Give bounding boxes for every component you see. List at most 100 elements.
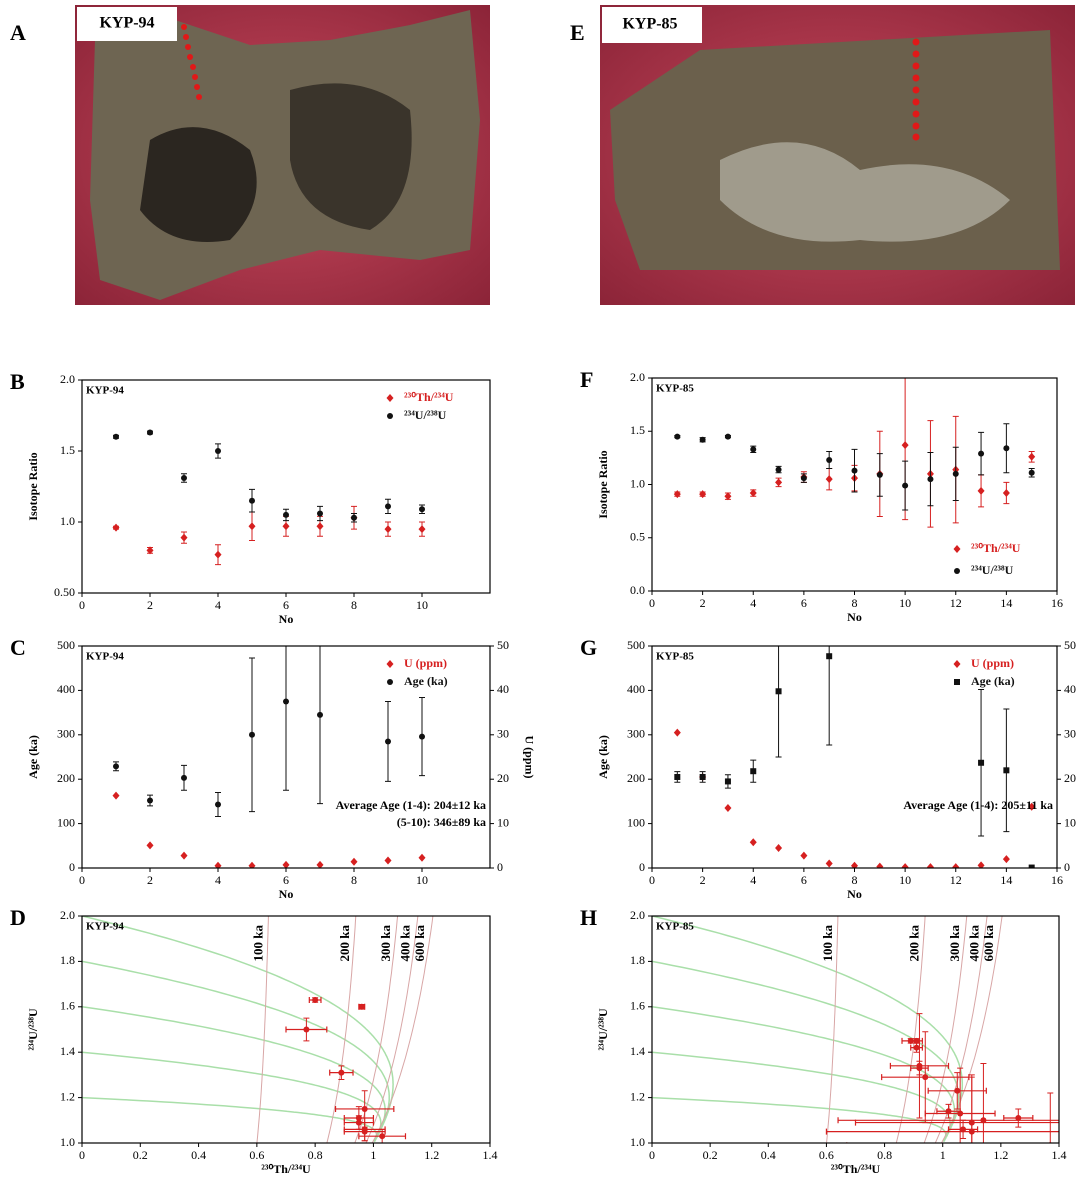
- x-tick-label: 8: [351, 873, 357, 887]
- data-point: [249, 522, 256, 530]
- legend-marker: [954, 545, 961, 553]
- data-point: [419, 734, 425, 740]
- data-point: [674, 434, 680, 440]
- x-tick-label: 10: [416, 873, 428, 887]
- y2-tick-label: 30: [497, 727, 509, 741]
- y-tick-label: 1.0: [60, 514, 75, 528]
- x-tick-label: 2: [147, 598, 153, 612]
- photo-e: [600, 5, 1075, 305]
- data-point: [957, 1110, 963, 1116]
- y-tick-label: 0: [639, 860, 645, 874]
- x-tick-label: 8: [852, 873, 858, 887]
- data-point: [1003, 445, 1009, 451]
- panel-letter: H: [580, 905, 597, 930]
- data-point: [113, 792, 120, 800]
- x-tick-label: 0: [649, 1148, 655, 1162]
- data-point: [385, 856, 392, 864]
- data-point: [724, 804, 731, 812]
- data-point: [877, 472, 883, 478]
- data-point: [902, 441, 909, 449]
- data-point: [674, 729, 681, 737]
- y-axis-label: ²³⁴U/²³⁸U: [596, 1008, 610, 1051]
- y-axis-label: Age (ka): [26, 735, 40, 779]
- isochron-label: 300 ka: [947, 925, 962, 962]
- data-point: [1003, 767, 1009, 773]
- photo-a: [75, 5, 490, 305]
- data-point: [379, 1133, 385, 1139]
- data-point: [351, 858, 358, 866]
- data-point: [147, 841, 154, 849]
- y-tick-label: 200: [57, 771, 75, 785]
- legend-marker: [387, 394, 394, 402]
- data-point: [147, 430, 153, 436]
- data-point: [978, 487, 985, 495]
- plot-area: [113, 613, 426, 870]
- y-tick-label: 300: [57, 727, 75, 741]
- x-tick-label: 12: [950, 873, 962, 887]
- data-point: [181, 534, 188, 542]
- x-tick-label: 2: [700, 596, 706, 610]
- data-point: [215, 551, 222, 559]
- y-tick-label: 400: [57, 682, 75, 696]
- x-tick-label: 1.4: [483, 1148, 498, 1162]
- x-tick-label: 10: [899, 873, 911, 887]
- data-point: [876, 863, 883, 871]
- legend-label: Age (ka): [404, 674, 448, 688]
- x-tick-label: 1: [940, 1148, 946, 1162]
- data-point: [215, 802, 221, 808]
- y-tick-label: 1.2: [60, 1089, 75, 1103]
- data-point: [914, 1045, 920, 1051]
- data-point: [359, 1004, 365, 1010]
- y-tick-label: 1.2: [630, 1089, 645, 1103]
- data-point: [927, 476, 933, 482]
- isochron-label: 600 ka: [981, 925, 996, 962]
- y-tick-label: 2.0: [60, 908, 75, 922]
- x-axis-label: No: [279, 887, 294, 901]
- y-tick-label: 1.0: [60, 1135, 75, 1149]
- x-axis-label: No: [847, 887, 862, 901]
- data-point: [1003, 489, 1010, 497]
- y-tick-label: 2.0: [630, 370, 645, 384]
- y-tick-label: 0.50: [54, 585, 75, 599]
- data-point: [908, 1038, 914, 1044]
- data-point: [338, 1070, 344, 1076]
- data-point: [1028, 453, 1035, 461]
- y-tick-label: 0: [69, 860, 75, 874]
- y-axis-label: Isotope Ratio: [26, 452, 40, 520]
- data-point: [181, 475, 187, 481]
- growth-curve: [82, 1052, 381, 1140]
- legend-label: ²³⁴U/²³⁸U: [971, 563, 1014, 577]
- chart-label: KYP-94: [86, 385, 124, 397]
- data-point: [776, 688, 782, 694]
- y-tick-label: 200: [627, 771, 645, 785]
- isochron-label: 400 ka: [967, 925, 982, 962]
- data-point: [147, 798, 153, 804]
- y2-tick-label: 20: [1064, 771, 1076, 785]
- data-point: [181, 775, 187, 781]
- legend-marker: [387, 413, 393, 419]
- x-tick-label: 16: [1051, 873, 1063, 887]
- chart-label: KYP-85: [656, 651, 694, 663]
- data-point: [969, 1129, 975, 1135]
- isochron-label: 300 ka: [378, 925, 393, 962]
- y-tick-label: 1.4: [630, 1044, 645, 1058]
- data-point: [927, 863, 934, 871]
- y2-tick-label: 0: [497, 860, 503, 874]
- x-tick-label: 14: [1000, 873, 1012, 887]
- y2-tick-label: 30: [1064, 727, 1076, 741]
- data-point: [283, 512, 289, 518]
- plot-area: [113, 430, 426, 565]
- x-tick-label: 6: [801, 596, 807, 610]
- x-tick-label: 0: [79, 873, 85, 887]
- data-point: [922, 1074, 928, 1080]
- plot-frame: [652, 916, 1059, 1143]
- panel-letter: F: [580, 367, 593, 392]
- data-point: [1015, 1115, 1021, 1121]
- figure: A KYP-94 E KYP-85 B02468100.501.01.52.0K…: [0, 0, 1083, 1184]
- data-point: [249, 498, 255, 504]
- legend-label: ²³⁰Th/²³⁴U: [971, 541, 1021, 555]
- y2-tick-label: 10: [1064, 815, 1076, 829]
- data-point: [826, 457, 832, 463]
- annotation: Average Age (1-4): 204±12 ka: [336, 798, 486, 812]
- isochron-label: 200 ka: [906, 925, 921, 962]
